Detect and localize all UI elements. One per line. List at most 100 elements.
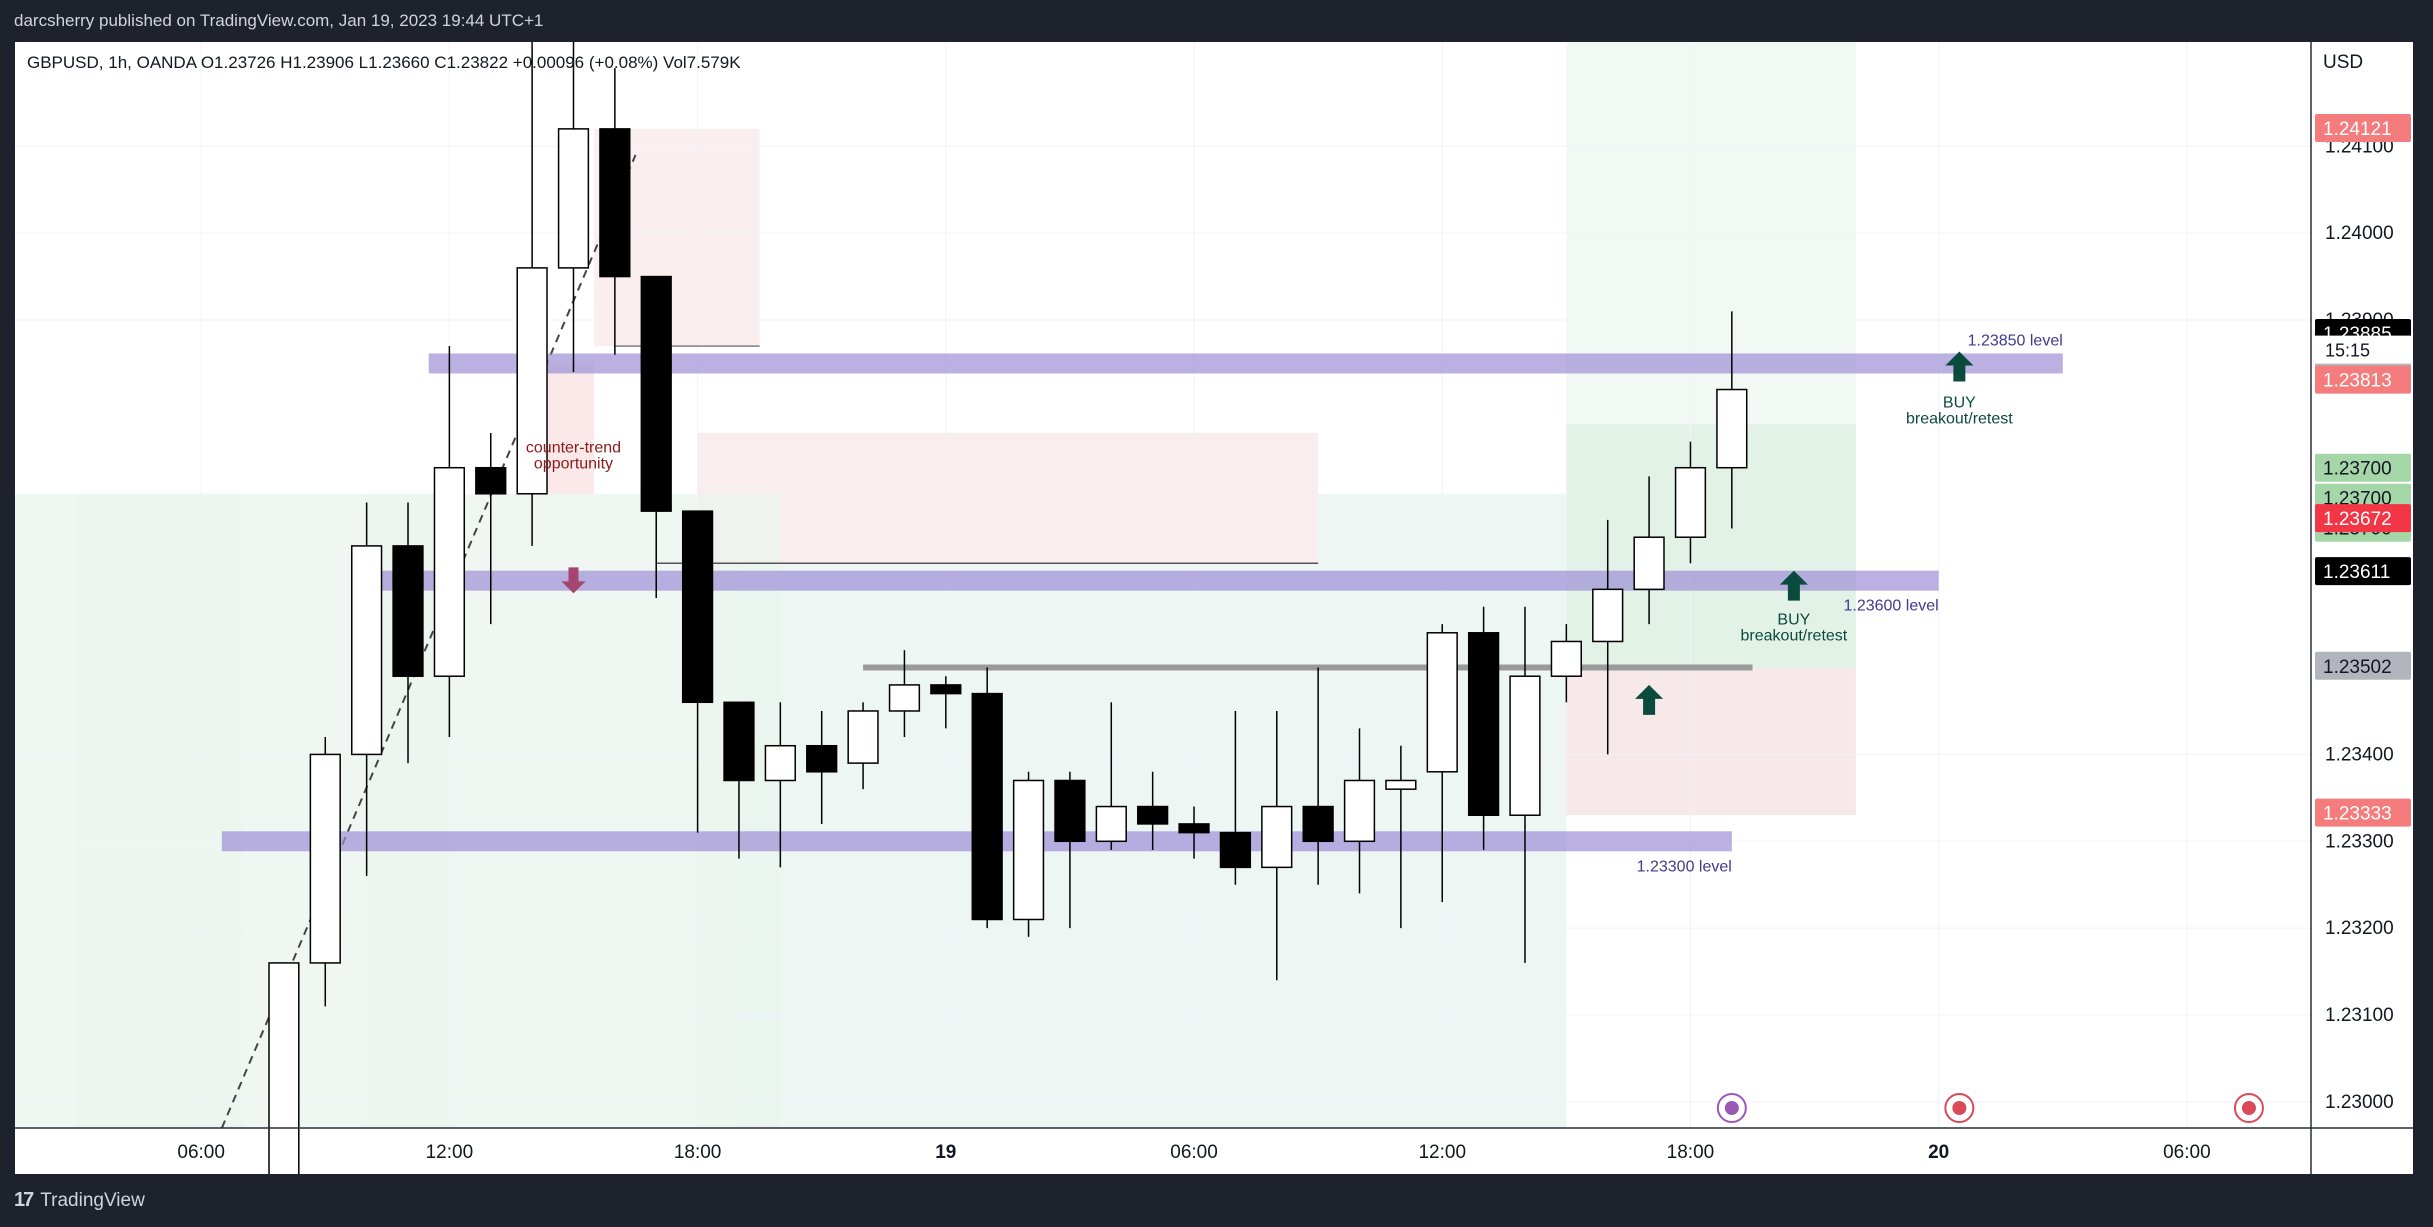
candle[interactable] [599, 68, 631, 355]
price-tag-text: 1.24121 [2323, 119, 2392, 140]
level-band[interactable] [428, 353, 2063, 374]
uk-flag-event-icon[interactable] [2233, 1093, 2264, 1123]
candle[interactable] [1012, 771, 1045, 937]
candle[interactable] [1054, 771, 1086, 929]
bear-candle-body [723, 701, 755, 782]
price-tag-box [2315, 798, 2411, 827]
candle[interactable] [764, 702, 796, 868]
candle[interactable] [1261, 710, 1293, 981]
candle[interactable] [1716, 311, 1748, 529]
candle[interactable] [1137, 771, 1169, 850]
publisher-text: darcsherry published on TradingView.com,… [14, 11, 544, 30]
bear-candle-body [930, 684, 962, 695]
level-label: 1.23300 level [1637, 858, 1732, 875]
price-tag: 1.24121 [2315, 114, 2411, 143]
counter-trend-label-line: opportunity [534, 455, 613, 472]
candle[interactable] [971, 667, 1003, 929]
candle[interactable] [392, 502, 424, 764]
candle[interactable] [1550, 624, 1582, 703]
buy-arrow-icon [1635, 684, 1664, 715]
candle[interactable] [1343, 728, 1376, 894]
candle[interactable] [1509, 606, 1541, 963]
time-tick-label: 06:00 [177, 1142, 225, 1163]
symbol-ohlc-header: GBPUSD, 1h, OANDA O1.23726 H1.23906 L1.2… [27, 53, 741, 72]
candle[interactable] [1633, 476, 1665, 625]
time-axis[interactable]: 06:00 12:00 18:00 19 06:00 12:00 18:00 20 06:00 [177, 1142, 2210, 1163]
candles [268, 42, 1748, 1174]
price-tag-box [2315, 651, 2411, 680]
candle[interactable] [1219, 710, 1252, 885]
bull-candle-body [1633, 536, 1665, 591]
bear-candle-body [1054, 779, 1086, 843]
candle[interactable] [681, 510, 714, 833]
candle[interactable] [350, 502, 383, 877]
session-stripe [77, 493, 243, 1128]
price-tag-text: 1.23502 [2323, 657, 2392, 678]
candle[interactable] [557, 42, 590, 373]
candle[interactable] [1178, 806, 1210, 859]
candle[interactable] [516, 42, 548, 546]
buy-arrow-mid[interactable] [1779, 570, 1808, 601]
price-tag: 1.23611 [2315, 557, 2411, 586]
bull-candle-body [888, 684, 921, 712]
event-dot [1724, 1101, 1739, 1115]
bull-candle-body [1095, 805, 1127, 843]
bull-candle-body [1509, 675, 1541, 816]
buy-label-mid-line: breakout/retest [1741, 628, 1848, 645]
counter-trend-arrow-icon[interactable] [561, 567, 586, 594]
lightning-event-icon[interactable] [1716, 1093, 1747, 1123]
price-tag-box [2315, 365, 2411, 394]
bear-candle-body [599, 128, 631, 278]
time-tick-label: 12:00 [426, 1142, 474, 1163]
bull-candle-body [1592, 588, 1624, 643]
price-tag-box [2315, 114, 2411, 143]
price-tag: 1.23333 [2315, 798, 2411, 827]
level-band[interactable] [366, 570, 1939, 591]
candle[interactable] [1385, 745, 1417, 929]
candle[interactable] [847, 702, 879, 790]
bull-candle-body [1261, 805, 1293, 869]
candle[interactable] [806, 710, 838, 824]
price-tick-label: 1.23100 [2325, 1005, 2394, 1026]
candle[interactable] [1302, 667, 1334, 885]
bear-candle-body [806, 744, 838, 773]
price-tag: 1.23813 15:15 [2315, 335, 2411, 394]
countdown-box [2315, 335, 2411, 364]
candle[interactable] [640, 275, 672, 599]
price-tick-label: 1.24000 [2325, 223, 2394, 244]
tradingview-logo[interactable]: 17 TradingView [14, 1189, 145, 1212]
candle[interactable] [309, 737, 341, 1007]
price-tag-text: 1.23611 [2323, 562, 2390, 583]
price-tag-text: 1.23333 [2323, 804, 2392, 825]
bear-candle-body [392, 545, 424, 677]
candle[interactable] [268, 962, 300, 1174]
bull-candle-body [1343, 779, 1376, 843]
candle[interactable] [433, 346, 466, 738]
candle[interactable] [1095, 702, 1127, 850]
price-tag-text: 1.23672 [2323, 509, 2392, 530]
buy-arrow-top[interactable] [1945, 351, 1974, 382]
footer-bar: 17 TradingView [0, 1174, 2433, 1227]
candle[interactable] [1674, 441, 1707, 564]
buy-arrow-icon [1779, 570, 1808, 601]
candle[interactable] [888, 650, 921, 738]
candle[interactable] [723, 701, 755, 859]
candle[interactable] [1592, 519, 1624, 755]
candle[interactable] [930, 676, 962, 729]
bear-candle-body [1219, 831, 1252, 869]
level-label: 1.23850 level [1968, 332, 2063, 349]
candle[interactable] [1426, 624, 1458, 903]
price-axis[interactable]: USD1.241001.240001.239001.234001.233001.… [2315, 52, 2411, 1113]
candlestick-chart[interactable]: 1.23850 level 1.23600 level 1.23300 level c… [15, 42, 2413, 1174]
bull-candle-body [557, 128, 590, 269]
buy-arrow-icon [1945, 351, 1974, 382]
bull-candle-body [1426, 632, 1458, 773]
price-tick-label: 1.23300 [2325, 831, 2394, 852]
candle[interactable] [1467, 606, 1500, 850]
candle[interactable] [475, 432, 507, 625]
buy-arrow-low[interactable] [1635, 684, 1664, 715]
uk-flag-event-icon[interactable] [1944, 1093, 1975, 1123]
bull-candle-body [350, 545, 383, 756]
publisher-bar: darcsherry published on TradingView.com,… [0, 0, 2433, 42]
